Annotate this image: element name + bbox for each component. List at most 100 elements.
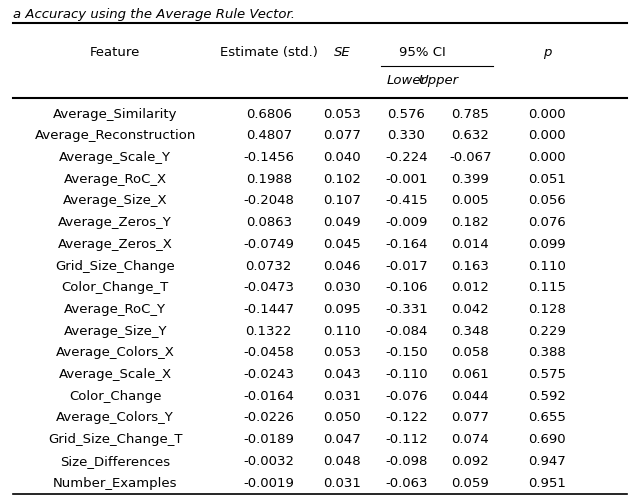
Text: -0.112: -0.112 [385,433,428,446]
Text: -0.0458: -0.0458 [243,346,294,359]
Text: -0.0243: -0.0243 [243,368,294,381]
Text: 0.049: 0.049 [324,216,361,229]
Text: 0.005: 0.005 [452,195,489,208]
Text: 0.048: 0.048 [324,455,361,468]
Text: -0.122: -0.122 [385,411,428,424]
Text: 0.044: 0.044 [452,390,489,403]
Text: 0.6806: 0.6806 [246,108,292,120]
Text: -0.098: -0.098 [385,455,428,468]
Text: 0.056: 0.056 [529,195,566,208]
Text: -0.001: -0.001 [385,173,428,186]
Text: 0.1322: 0.1322 [246,325,292,338]
Text: 0.128: 0.128 [528,303,566,316]
Text: 0.000: 0.000 [529,130,566,142]
Text: Estimate (std.): Estimate (std.) [220,46,317,59]
Text: -0.1456: -0.1456 [243,151,294,164]
Text: 0.000: 0.000 [529,108,566,120]
Text: 0.330: 0.330 [387,130,426,142]
Text: Average_Size_X: Average_Size_X [63,195,168,208]
Text: 0.0863: 0.0863 [246,216,292,229]
Text: Average_Scale_X: Average_Scale_X [59,368,172,381]
Text: 0.163: 0.163 [451,260,490,273]
Text: 0.042: 0.042 [452,303,489,316]
Text: 0.031: 0.031 [323,390,362,403]
Text: Upper: Upper [419,74,458,87]
Text: 0.053: 0.053 [323,108,362,120]
Text: -0.0019: -0.0019 [243,477,294,489]
Text: 0.592: 0.592 [528,390,566,403]
Text: 95% CI: 95% CI [399,46,446,59]
Text: Average_RoC_Y: Average_RoC_Y [64,303,166,316]
Text: 0.043: 0.043 [324,368,361,381]
Text: 0.077: 0.077 [323,130,362,142]
Text: 0.575: 0.575 [528,368,566,381]
Text: 0.115: 0.115 [528,281,566,294]
Text: 0.1988: 0.1988 [246,173,292,186]
Text: Color_Change: Color_Change [69,390,161,403]
Text: 0.399: 0.399 [452,173,489,186]
Text: 0.576: 0.576 [387,108,426,120]
Text: 0.051: 0.051 [528,173,566,186]
Text: Average_Colors_Y: Average_Colors_Y [56,411,174,424]
Text: -0.415: -0.415 [385,195,428,208]
Text: 0.077: 0.077 [451,411,490,424]
Text: -0.224: -0.224 [385,151,428,164]
Text: Size_Differences: Size_Differences [60,455,170,468]
Text: 0.690: 0.690 [529,433,566,446]
Text: -0.0032: -0.0032 [243,455,294,468]
Text: 0.102: 0.102 [323,173,362,186]
Text: 0.4807: 0.4807 [246,130,292,142]
Text: -0.084: -0.084 [385,325,428,338]
Text: 0.099: 0.099 [529,238,566,251]
Text: 0.632: 0.632 [451,130,490,142]
Text: 0.110: 0.110 [323,325,362,338]
Text: -0.1447: -0.1447 [243,303,294,316]
Text: Feature: Feature [90,46,140,59]
Text: 0.012: 0.012 [451,281,490,294]
Text: 0.388: 0.388 [529,346,566,359]
Text: -0.0749: -0.0749 [243,238,294,251]
Text: 0.655: 0.655 [528,411,566,424]
Text: Average_Zeros_Y: Average_Zeros_Y [58,216,172,229]
Text: 0.050: 0.050 [324,411,361,424]
Text: 0.0732: 0.0732 [246,260,292,273]
Text: p: p [543,46,552,59]
Text: 0.785: 0.785 [451,108,490,120]
Text: 0.000: 0.000 [529,151,566,164]
Text: 0.182: 0.182 [451,216,490,229]
Text: -0.106: -0.106 [385,281,428,294]
Text: 0.059: 0.059 [452,477,489,489]
Text: -0.2048: -0.2048 [243,195,294,208]
Text: 0.058: 0.058 [452,346,489,359]
Text: 0.076: 0.076 [529,216,566,229]
Text: -0.331: -0.331 [385,303,428,316]
Text: Average_Colors_X: Average_Colors_X [56,346,175,359]
Text: Grid_Size_Change_T: Grid_Size_Change_T [48,433,182,446]
Text: Number_Examples: Number_Examples [53,477,177,489]
Text: Average_Similarity: Average_Similarity [53,108,177,120]
Text: Average_RoC_X: Average_RoC_X [63,173,167,186]
Text: Average_Reconstruction: Average_Reconstruction [35,130,196,142]
Text: -0.110: -0.110 [385,368,428,381]
Text: 0.074: 0.074 [452,433,489,446]
Text: -0.0164: -0.0164 [243,390,294,403]
Text: 0.095: 0.095 [324,303,361,316]
Text: 0.092: 0.092 [452,455,489,468]
Text: Average_Size_Y: Average_Size_Y [63,325,167,338]
Text: SE: SE [334,46,351,59]
Text: -0.0473: -0.0473 [243,281,294,294]
Text: 0.030: 0.030 [324,281,361,294]
Text: 0.031: 0.031 [323,477,362,489]
Text: Color_Change_T: Color_Change_T [61,281,169,294]
Text: Grid_Size_Change: Grid_Size_Change [55,260,175,273]
Text: Average_Zeros_X: Average_Zeros_X [58,238,173,251]
Text: 0.348: 0.348 [452,325,489,338]
Text: -0.164: -0.164 [385,238,428,251]
Text: -0.017: -0.017 [385,260,428,273]
Text: 0.053: 0.053 [323,346,362,359]
Text: 0.061: 0.061 [452,368,489,381]
Text: 0.014: 0.014 [452,238,489,251]
Text: 0.047: 0.047 [324,433,361,446]
Text: -0.0226: -0.0226 [243,411,294,424]
Text: 0.107: 0.107 [323,195,362,208]
